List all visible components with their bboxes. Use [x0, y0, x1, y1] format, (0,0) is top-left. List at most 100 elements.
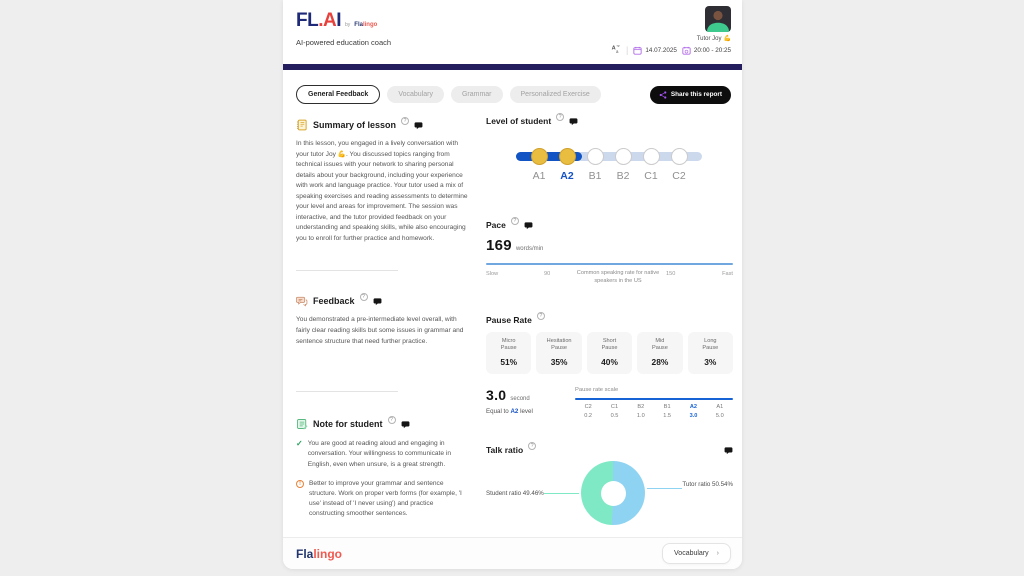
pace-label-150: 150: [666, 270, 676, 277]
talk-ratio-donut: [581, 461, 646, 526]
level-dot-b2: [615, 148, 632, 165]
page-subtitle: AI-powered education coach: [296, 38, 392, 47]
note-improvement-text: Better to improve your grammar and sente…: [309, 479, 462, 518]
feedback-comment-icon[interactable]: [373, 297, 382, 306]
svg-text:A: A: [612, 46, 616, 52]
flai-logo-text: FL.AI: [296, 10, 341, 31]
level-label-a1: A1: [532, 170, 546, 182]
pace-value: 169: [486, 237, 512, 254]
level-dot-b1: [587, 148, 604, 165]
pace-label-90: 90: [544, 270, 551, 277]
note-clipboard-icon: [297, 419, 308, 430]
level-label-c1: C1: [644, 170, 658, 182]
talk-ratio-help-icon[interactable]: ?: [528, 442, 537, 451]
summary-title: Summary of lesson: [313, 120, 397, 130]
pace-section-header: Pace ?: [486, 217, 733, 230]
level-dot-c2: [671, 148, 688, 165]
flai-logo: FL.AI by Flalingo: [296, 10, 731, 32]
pace-comment-icon[interactable]: [524, 221, 533, 230]
level-section-header: Level of student ?: [486, 113, 733, 126]
tab-personalized-exercise[interactable]: Personalized Exercise: [509, 86, 601, 103]
pause-card-long-value: 3%: [704, 357, 717, 368]
pace-help-icon[interactable]: ?: [510, 217, 519, 225]
pause-card-short-value: 40%: [601, 357, 618, 368]
level-dot-c1: [643, 148, 660, 165]
level-dot-a2: [559, 148, 576, 165]
notebook-icon: [297, 119, 307, 131]
talk-ratio-chart-row: Student ratio 49.46% Tutor ratio 50.54%: [486, 457, 733, 529]
right-column: Level of student ? A1 A2 B1 B2 C1: [486, 113, 734, 529]
pause-card-hesitation: Hesitation Pause 35%: [536, 331, 582, 375]
pause-card-mid: Mid Pause 28%: [637, 331, 683, 375]
pace-scale-labels: Slow 90 Common speaking rate for native …: [486, 269, 733, 285]
pace-label-fast: Fast: [722, 270, 733, 277]
level-title: Level of student: [486, 116, 552, 126]
pause-rate-section-header: Pause Rate ?: [486, 311, 733, 325]
level-help-icon[interactable]: ?: [556, 113, 565, 121]
pause-card-hesitation-value: 35%: [550, 357, 568, 368]
flalingo-brand: Flalingo: [354, 22, 378, 28]
pause-card-mid-value: 28%: [651, 357, 669, 368]
session-date: 14.07.2025: [633, 46, 677, 55]
talk-ratio-comment-icon[interactable]: [724, 446, 733, 455]
pause-rate-cards: Micro Pause 51% Hesitation Pause 35% Short…: [486, 331, 734, 375]
note-help-icon[interactable]: ?: [387, 416, 396, 425]
summary-section-header: Summary of lesson ?: [296, 117, 468, 131]
pause-rate-scale: Pause rate scale C2 0.2 C1 0.5 B2 1.0 B1 1.5…: [575, 387, 733, 419]
note-comment-icon[interactable]: [401, 420, 410, 429]
tab-vocabulary[interactable]: Vocabulary: [387, 86, 444, 103]
next-section-button[interactable]: Vocabulary ›: [662, 543, 731, 564]
flalingo-footer-logo: Flalingo: [296, 546, 343, 561]
feedback-help-icon[interactable]: ?: [359, 293, 368, 302]
summary-comment-icon[interactable]: [414, 121, 423, 130]
pause-seconds-row: 3.0 second Equal to A2 level Pause rate …: [486, 387, 733, 419]
tab-grammar[interactable]: Grammar: [450, 86, 503, 103]
tutor-block: Tutor Joy 💪: [697, 6, 731, 42]
note-title: Note for student: [313, 419, 383, 430]
left-column: Summary of lesson ? In this lesson, you …: [296, 116, 468, 529]
meta-divider: |: [626, 45, 629, 55]
logo-by-label: by: [345, 22, 351, 28]
report-card: FL.AI by Flalingo AI-powered education c…: [283, 0, 742, 569]
talk-ratio-section-header: Talk ratio ?: [486, 442, 733, 455]
pause-card-short: Short Pause 40%: [586, 331, 633, 375]
feedback-body: You demonstrated a pre-intermediate leve…: [296, 316, 464, 345]
feedback-bubbles-icon: [296, 297, 308, 308]
student-ratio-leader-line: [543, 492, 580, 494]
pace-label-common-rate: Common speaking rate for native speakers…: [576, 269, 660, 284]
note-positive-text: You are good at reading aloud and engagi…: [307, 440, 452, 468]
level-track-fill: [516, 152, 582, 161]
pause-rate-title: Pause Rate: [486, 314, 532, 325]
chevron-right-icon: ›: [716, 550, 719, 557]
pause-rate-help-icon[interactable]: ?: [536, 311, 545, 320]
share-icon: [659, 90, 667, 99]
note-improvement-item: ! Better to improve your grammar and sen…: [296, 479, 468, 520]
pace-label-slow: Slow: [486, 270, 499, 277]
share-report-button[interactable]: Share this report: [649, 85, 731, 104]
level-label-c2: C2: [672, 170, 686, 182]
summary-help-icon[interactable]: ?: [401, 117, 410, 125]
tutor-avatar-image: [705, 6, 731, 32]
level-label-b1: B1: [588, 170, 602, 182]
pace-scale-line: [486, 263, 733, 265]
report-content: Summary of lesson ? In this lesson, you …: [283, 104, 742, 529]
tutor-name: Tutor Joy 💪: [696, 35, 731, 43]
feedback-title: Feedback: [313, 296, 355, 307]
level-scale: A1 A2 B1 B2 C1 C2: [516, 148, 702, 198]
check-icon: ✓: [296, 439, 303, 449]
level-comment-icon[interactable]: [569, 117, 578, 126]
pause-card-long: Long Pause 3%: [687, 331, 734, 375]
session-time: 20:00 - 20:25: [682, 46, 731, 55]
pause-equal-level: Equal to A2 level: [486, 408, 533, 416]
feedback-section-header: Feedback ?: [296, 293, 468, 308]
pause-rate-scale-title: Pause rate scale: [575, 387, 619, 394]
section-divider: [296, 270, 398, 272]
pause-rate-scale-line: [575, 398, 733, 401]
level-label-b2: B2: [616, 170, 630, 182]
pace-value-row: 169 words/min: [486, 237, 733, 254]
tab-general-feedback[interactable]: General Feedback: [296, 85, 381, 104]
level-label-a2: A2: [560, 170, 574, 182]
section-divider: [296, 391, 398, 393]
